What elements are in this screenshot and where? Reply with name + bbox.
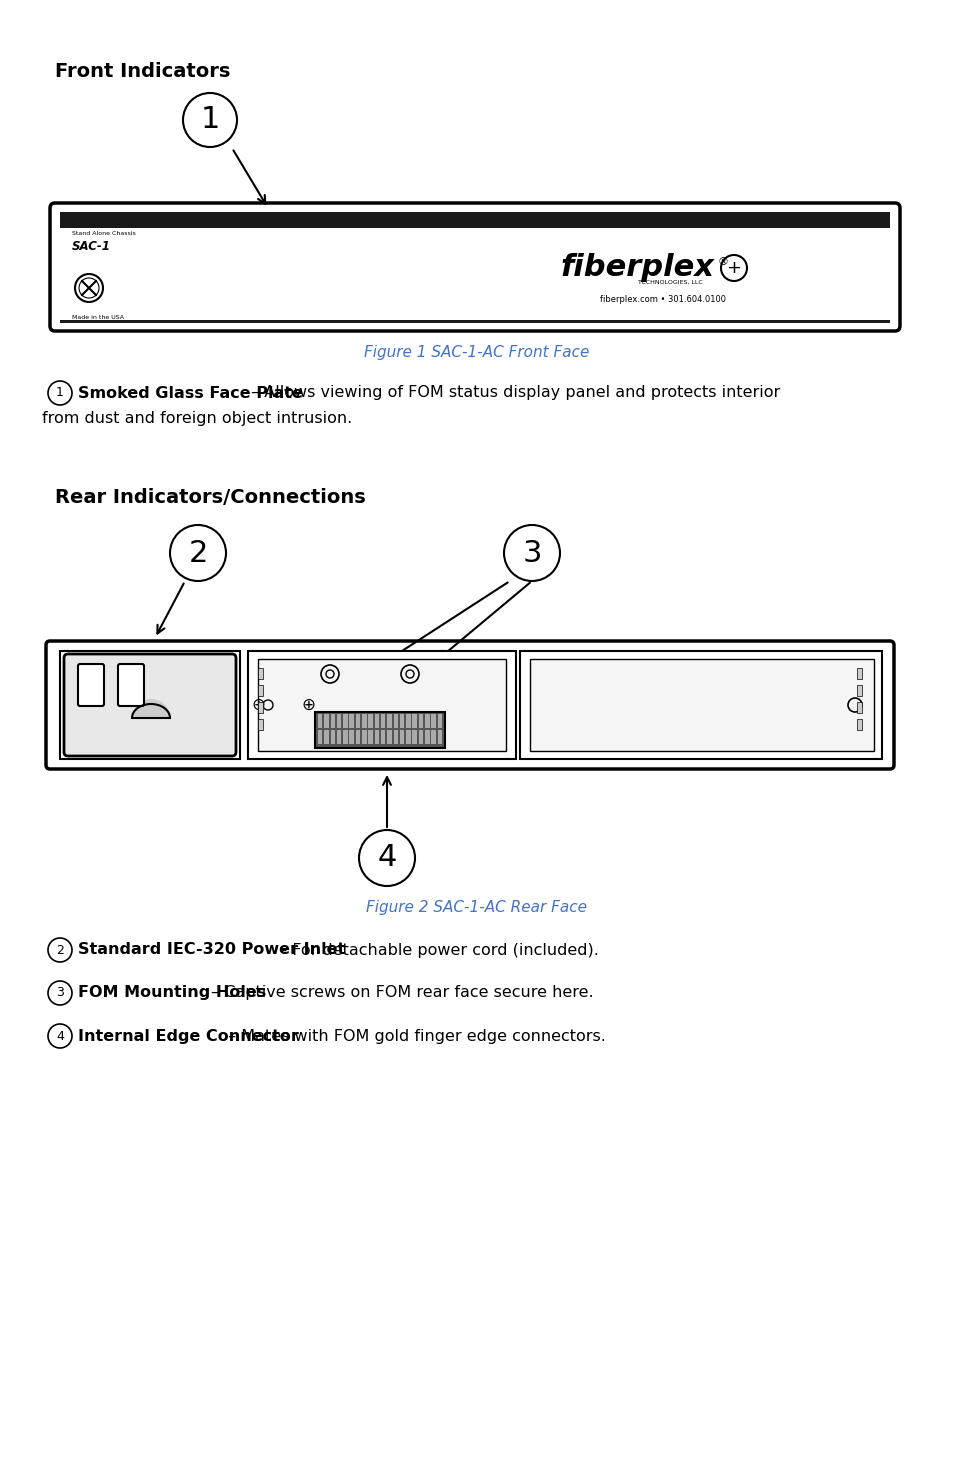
Text: Figure 1 SAC-1-AC Front Face: Figure 1 SAC-1-AC Front Face bbox=[364, 345, 589, 360]
Text: 4: 4 bbox=[377, 844, 396, 873]
Bar bbox=[437, 714, 442, 729]
Bar bbox=[336, 714, 341, 729]
Bar bbox=[856, 668, 862, 679]
Bar bbox=[355, 714, 360, 729]
Text: from dust and foreign object intrusion.: from dust and foreign object intrusion. bbox=[42, 410, 352, 425]
Text: 2: 2 bbox=[188, 538, 208, 568]
Text: Front Indicators: Front Indicators bbox=[55, 62, 230, 81]
Text: Stand Alone Chassis: Stand Alone Chassis bbox=[71, 232, 135, 236]
Bar bbox=[380, 714, 385, 729]
Bar bbox=[394, 714, 397, 729]
Bar bbox=[60, 320, 889, 323]
Text: Made in the USA: Made in the USA bbox=[71, 316, 124, 320]
Text: FOM Mounting Holes: FOM Mounting Holes bbox=[78, 985, 266, 1000]
Bar bbox=[856, 684, 862, 696]
Text: ⊕: ⊕ bbox=[251, 696, 265, 714]
Text: 4: 4 bbox=[56, 1030, 64, 1043]
Text: – For detachable power cord (included).: – For detachable power cord (included). bbox=[274, 943, 598, 957]
Bar bbox=[418, 730, 423, 743]
FancyBboxPatch shape bbox=[46, 642, 893, 768]
Text: – Captive screws on FOM rear face secure here.: – Captive screws on FOM rear face secure… bbox=[206, 985, 593, 1000]
Text: 3: 3 bbox=[56, 987, 64, 1000]
Text: Figure 2 SAC-1-AC Rear Face: Figure 2 SAC-1-AC Rear Face bbox=[366, 900, 587, 914]
Bar bbox=[394, 730, 397, 743]
Bar bbox=[257, 702, 263, 712]
Bar bbox=[425, 714, 429, 729]
Text: – Mates with FOM gold finger edge connectors.: – Mates with FOM gold finger edge connec… bbox=[223, 1028, 605, 1043]
Bar bbox=[530, 659, 873, 751]
FancyBboxPatch shape bbox=[50, 204, 899, 330]
Bar bbox=[331, 714, 335, 729]
Bar bbox=[431, 730, 436, 743]
Bar bbox=[418, 714, 423, 729]
Bar bbox=[368, 730, 373, 743]
Bar bbox=[257, 668, 263, 679]
Bar bbox=[437, 730, 442, 743]
Bar bbox=[406, 714, 411, 729]
Bar bbox=[412, 714, 416, 729]
Bar bbox=[324, 714, 329, 729]
Wedge shape bbox=[132, 699, 170, 718]
Text: Smoked Glass Face Plate: Smoked Glass Face Plate bbox=[78, 385, 302, 401]
Bar bbox=[431, 714, 436, 729]
Text: 1: 1 bbox=[56, 386, 64, 400]
Bar bbox=[380, 730, 385, 743]
Bar bbox=[856, 702, 862, 712]
Text: ®: ® bbox=[718, 257, 728, 267]
Bar bbox=[248, 650, 516, 760]
Bar bbox=[425, 730, 429, 743]
Text: ⊕: ⊕ bbox=[301, 696, 314, 714]
Bar bbox=[519, 650, 882, 760]
Text: SAC-1: SAC-1 bbox=[71, 240, 111, 254]
Bar bbox=[257, 659, 505, 751]
Text: fiberplex: fiberplex bbox=[559, 254, 713, 283]
Bar bbox=[257, 718, 263, 730]
Bar bbox=[375, 714, 378, 729]
Bar bbox=[324, 730, 329, 743]
Text: 1: 1 bbox=[200, 106, 219, 134]
Bar bbox=[387, 730, 392, 743]
Bar bbox=[387, 714, 392, 729]
FancyBboxPatch shape bbox=[118, 664, 144, 707]
FancyBboxPatch shape bbox=[78, 664, 104, 707]
Bar bbox=[257, 684, 263, 696]
Bar bbox=[375, 730, 378, 743]
Bar bbox=[60, 650, 240, 760]
Text: 3: 3 bbox=[521, 538, 541, 568]
Bar bbox=[317, 714, 322, 729]
Bar bbox=[317, 730, 322, 743]
Bar bbox=[314, 712, 444, 748]
Bar bbox=[60, 212, 889, 229]
Bar bbox=[406, 730, 411, 743]
Bar bbox=[349, 714, 354, 729]
Bar bbox=[355, 730, 360, 743]
Text: Internal Edge Connector: Internal Edge Connector bbox=[78, 1028, 298, 1043]
Bar bbox=[399, 730, 404, 743]
Bar bbox=[412, 730, 416, 743]
Bar bbox=[856, 718, 862, 730]
Bar bbox=[362, 730, 366, 743]
Text: 2: 2 bbox=[56, 944, 64, 956]
Bar bbox=[343, 714, 347, 729]
Text: Rear Indicators/Connections: Rear Indicators/Connections bbox=[55, 488, 365, 507]
Bar bbox=[343, 730, 347, 743]
FancyBboxPatch shape bbox=[64, 653, 235, 757]
Text: Standard IEC-320 Power Inlet: Standard IEC-320 Power Inlet bbox=[78, 943, 345, 957]
Bar bbox=[362, 714, 366, 729]
Text: fiberplex.com • 301.604.0100: fiberplex.com • 301.604.0100 bbox=[599, 295, 725, 304]
Bar bbox=[336, 730, 341, 743]
Bar bbox=[331, 730, 335, 743]
Text: +: + bbox=[726, 260, 740, 277]
Bar bbox=[349, 730, 354, 743]
Bar bbox=[368, 714, 373, 729]
Text: TECHNOLOGIES, LLC: TECHNOLOGIES, LLC bbox=[638, 280, 702, 285]
Bar bbox=[399, 714, 404, 729]
Text: – Allows viewing of FOM status display panel and protects interior: – Allows viewing of FOM status display p… bbox=[246, 385, 780, 401]
